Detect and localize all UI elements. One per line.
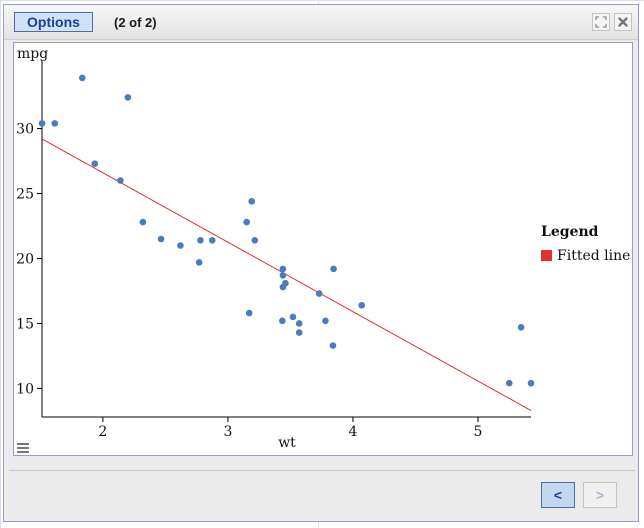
expand-icon[interactable] (592, 13, 610, 31)
data-point (322, 317, 329, 325)
y-tick-label: 10 (16, 381, 34, 397)
x-tick-label: 2 (98, 424, 107, 440)
data-point (245, 309, 253, 317)
data-point (157, 235, 165, 243)
x-tick-label: 5 (474, 424, 483, 440)
chart-menu-icon[interactable] (17, 443, 29, 453)
data-point (279, 317, 286, 325)
options-button[interactable]: Options (14, 12, 93, 32)
data-point (289, 313, 297, 321)
x-tick-label: 3 (223, 424, 232, 440)
scatter-chart: 2 3 4 5 10 15 20 25 30 mpg wt Legend Fitted line (16, 46, 630, 451)
y-tick-label: 30 (16, 122, 34, 138)
data-point (358, 301, 366, 309)
data-point (248, 198, 255, 205)
data-point (197, 236, 204, 244)
fitted-line (41, 138, 532, 411)
data-point (78, 74, 86, 82)
data-point (91, 160, 99, 167)
data-point (279, 265, 287, 273)
legend-item-fitted-line: Fitted line (557, 248, 630, 264)
next-button: > (583, 482, 617, 508)
data-point (195, 259, 203, 266)
data-point (124, 94, 132, 101)
data-point (505, 379, 513, 387)
data-point (517, 324, 525, 331)
data-point (279, 283, 287, 291)
footer-divider (9, 470, 635, 471)
data-point (330, 265, 337, 273)
chart-panel: 2 3 4 5 10 15 20 25 30 mpg wt Legend Fitted line (13, 42, 633, 456)
legend-swatch-fitted-line (541, 250, 552, 261)
y-tick-label: 15 (16, 316, 34, 332)
chart-dialog: Options (2 of 2) 2 3 4 5 10 15 20 25 30 mpg (3, 4, 639, 522)
data-point (251, 236, 259, 244)
data-point (117, 177, 124, 184)
y-tick-label: 25 (16, 187, 34, 203)
y-axis-label: mpg (17, 46, 48, 62)
data-point (139, 218, 147, 226)
data-point (177, 242, 184, 249)
y-tick-label: 20 (16, 251, 34, 267)
data-point (208, 236, 216, 244)
x-axis-label: wt (278, 435, 296, 451)
data-point (315, 290, 323, 297)
data-point (38, 120, 46, 127)
data-point (279, 272, 287, 279)
dialog-titlebar: Options (2 of 2) (4, 5, 638, 40)
legend: Legend Fitted line (541, 224, 630, 264)
x-tick-label: 4 (348, 424, 357, 440)
close-icon[interactable] (614, 13, 632, 31)
data-point (51, 120, 59, 127)
data-point (329, 342, 337, 349)
previous-button[interactable]: < (541, 482, 575, 508)
legend-title: Legend (541, 224, 599, 240)
data-point (243, 218, 250, 226)
page-indicator: (2 of 2) (114, 15, 157, 30)
data-point (295, 320, 303, 327)
data-point (527, 379, 535, 387)
data-point (295, 329, 303, 336)
